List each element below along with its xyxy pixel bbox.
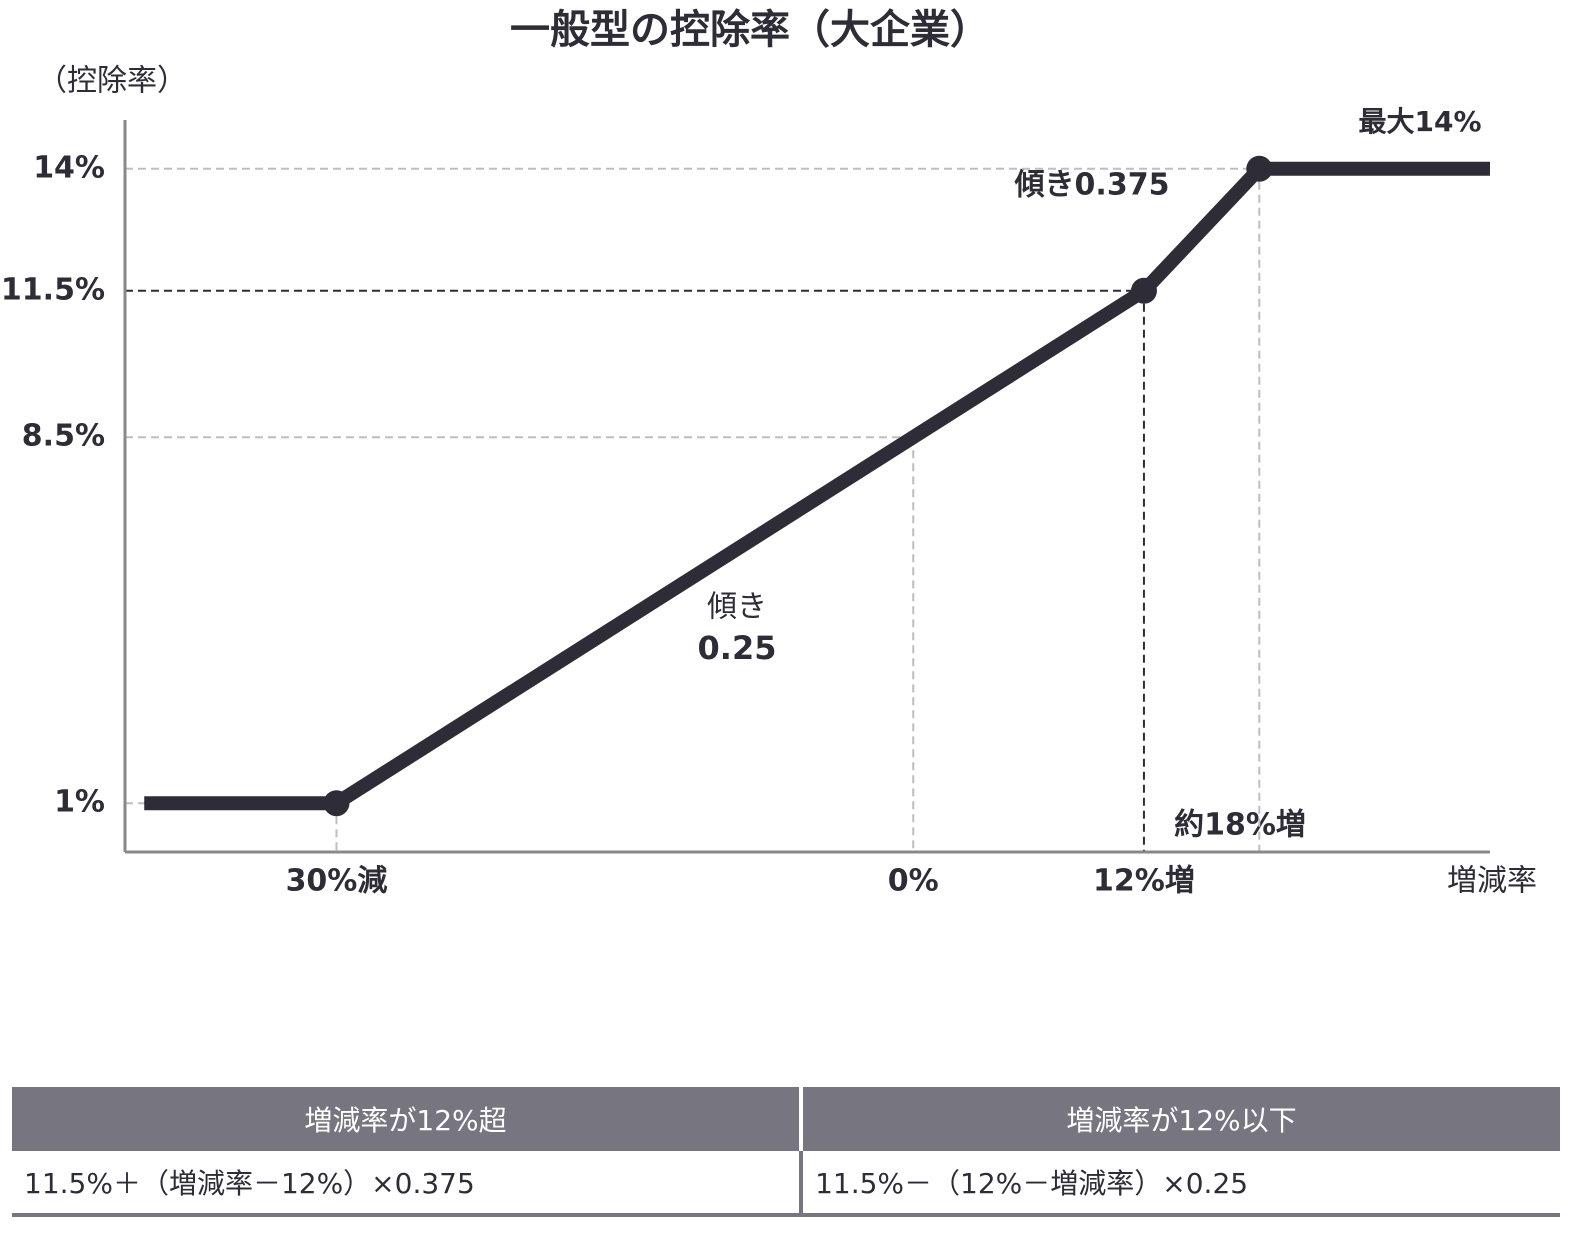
chart: 一般型の控除率（大企業） （控除率） 増減率 傾き 0.25 傾き0.375 最… xyxy=(1,7,1537,899)
annotation: 約18%増 xyxy=(1174,808,1306,843)
annotation: 傾き0.375 xyxy=(1014,168,1170,203)
annotation: 傾き xyxy=(707,590,767,625)
table-header: 増減率が12%超 xyxy=(12,1087,804,1151)
table-cell: 11.5%＋（増減率－12%）×0.375 xyxy=(12,1151,804,1217)
table-cell: 11.5%－（12%－増減率）×0.25 xyxy=(801,1151,1560,1217)
annotation: 最大14% xyxy=(1358,105,1481,138)
x-tick-label: 12%増 xyxy=(1093,864,1195,899)
x-tick-label: 30%減 xyxy=(286,864,388,899)
table-header: 増減率が12%以下 xyxy=(801,1087,1560,1151)
x-axis-label: 増減率 xyxy=(1447,864,1537,899)
y-tick-label: 8.5% xyxy=(22,419,105,454)
data-point xyxy=(1246,155,1273,182)
y-tick-label: 1% xyxy=(54,785,105,820)
x-tick-label: 0% xyxy=(888,864,939,899)
y-axis-label: （控除率） xyxy=(37,64,187,99)
y-tick-label: 11.5% xyxy=(1,272,105,307)
annotation: 0.25 xyxy=(698,629,777,667)
formula-table: 増減率が12%超 増減率が12%以下 11.5%＋（増減率－12%）×0.375 1… xyxy=(12,1087,1560,1217)
data-point xyxy=(1130,277,1157,304)
data-point xyxy=(323,790,350,817)
y-tick-label: 14% xyxy=(33,150,105,185)
data-line xyxy=(144,161,1490,811)
chart-title: 一般型の控除率（大企業） xyxy=(510,7,990,53)
